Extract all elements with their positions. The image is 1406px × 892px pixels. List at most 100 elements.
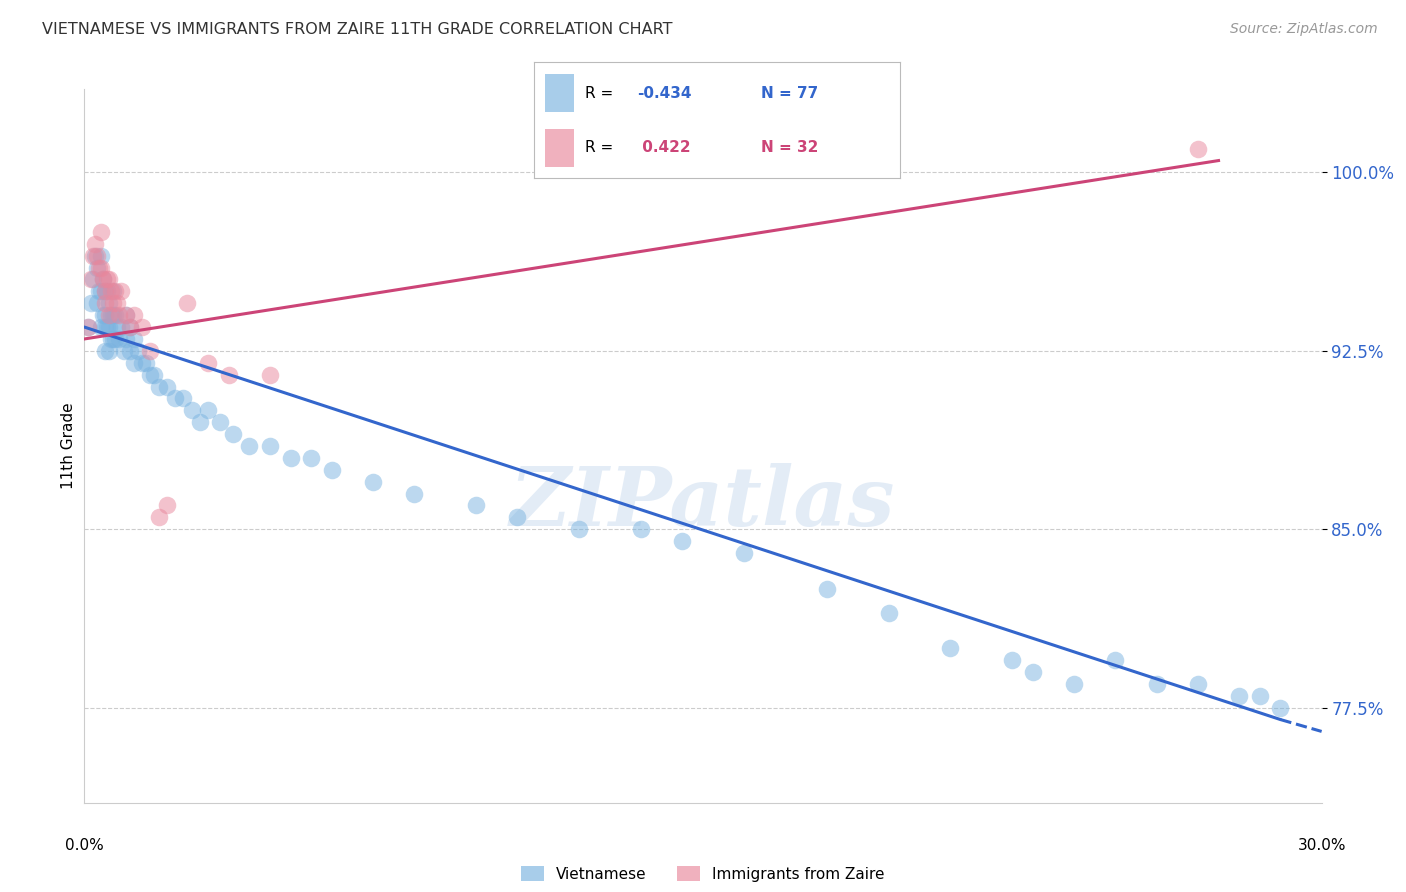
- Point: [180, 403, 202, 417]
- Point: [465, 499, 488, 513]
- Point: [1187, 677, 1209, 691]
- Point: [122, 356, 145, 370]
- Point: [94, 343, 117, 358]
- Point: [77, 320, 100, 334]
- Point: [83, 249, 105, 263]
- Point: [222, 427, 245, 442]
- Point: [148, 510, 170, 524]
- Point: [1104, 653, 1126, 667]
- Point: [77, 320, 100, 334]
- Point: [1146, 677, 1168, 691]
- Point: [321, 463, 343, 477]
- Point: [103, 296, 125, 310]
- Text: Source: ZipAtlas.com: Source: ZipAtlas.com: [1230, 22, 1378, 37]
- Point: [103, 332, 125, 346]
- Point: [96, 320, 118, 334]
- Point: [100, 332, 122, 346]
- Point: [165, 392, 187, 406]
- Point: [1249, 689, 1271, 703]
- Point: [568, 522, 591, 536]
- Point: [98, 320, 121, 334]
- Point: [90, 260, 112, 275]
- Point: [671, 534, 693, 549]
- Y-axis label: 11th Grade: 11th Grade: [60, 402, 76, 490]
- Point: [104, 285, 127, 299]
- Point: [361, 475, 384, 489]
- Point: [98, 296, 121, 310]
- Point: [91, 272, 114, 286]
- Text: 30.0%: 30.0%: [1298, 838, 1346, 854]
- Point: [90, 225, 112, 239]
- Point: [259, 439, 281, 453]
- Point: [299, 450, 322, 465]
- Point: [96, 285, 118, 299]
- Point: [143, 368, 166, 382]
- Point: [630, 522, 652, 536]
- Bar: [546, 128, 575, 167]
- Point: [1063, 677, 1085, 691]
- Point: [172, 392, 194, 406]
- Point: [877, 606, 900, 620]
- Point: [139, 343, 162, 358]
- Point: [105, 296, 128, 310]
- Point: [91, 308, 114, 322]
- Point: [86, 260, 108, 275]
- Text: R =: R =: [585, 140, 619, 155]
- Point: [1187, 142, 1209, 156]
- Point: [90, 285, 112, 299]
- Point: [118, 343, 141, 358]
- Point: [197, 356, 219, 370]
- Point: [156, 499, 179, 513]
- Point: [114, 308, 136, 322]
- Point: [156, 379, 179, 393]
- Point: [103, 285, 125, 299]
- Point: [90, 249, 112, 263]
- Point: [110, 285, 132, 299]
- Point: [1001, 653, 1024, 667]
- Legend: Vietnamese, Immigrants from Zaire: Vietnamese, Immigrants from Zaire: [515, 860, 891, 888]
- Text: N = 77: N = 77: [761, 86, 818, 101]
- Point: [122, 332, 145, 346]
- Point: [86, 249, 108, 263]
- Point: [238, 439, 260, 453]
- Point: [79, 296, 101, 310]
- Point: [110, 320, 132, 334]
- Point: [87, 260, 110, 275]
- Point: [103, 308, 125, 322]
- Point: [96, 272, 118, 286]
- Text: N = 32: N = 32: [761, 140, 818, 155]
- Point: [98, 343, 121, 358]
- Point: [90, 320, 112, 334]
- Point: [112, 343, 135, 358]
- Point: [135, 356, 157, 370]
- Point: [108, 308, 131, 322]
- Bar: [546, 74, 575, 112]
- Point: [108, 332, 131, 346]
- Point: [118, 320, 141, 334]
- Point: [176, 296, 198, 310]
- Point: [114, 332, 136, 346]
- Point: [83, 236, 105, 251]
- Text: -0.434: -0.434: [637, 86, 692, 101]
- Point: [104, 332, 127, 346]
- Point: [197, 403, 219, 417]
- Point: [122, 308, 145, 322]
- Point: [86, 296, 108, 310]
- Point: [94, 320, 117, 334]
- Point: [733, 546, 755, 560]
- Point: [131, 356, 153, 370]
- Text: R =: R =: [585, 86, 619, 101]
- Point: [79, 272, 101, 286]
- Point: [100, 308, 122, 322]
- Point: [94, 285, 117, 299]
- Text: ZIPatlas: ZIPatlas: [510, 463, 896, 543]
- Point: [139, 368, 162, 382]
- Point: [98, 308, 121, 322]
- Point: [1227, 689, 1250, 703]
- Point: [91, 272, 114, 286]
- Point: [148, 379, 170, 393]
- Point: [506, 510, 529, 524]
- Point: [259, 368, 281, 382]
- Text: VIETNAMESE VS IMMIGRANTS FROM ZAIRE 11TH GRADE CORRELATION CHART: VIETNAMESE VS IMMIGRANTS FROM ZAIRE 11TH…: [42, 22, 672, 37]
- Text: 0.422: 0.422: [637, 140, 690, 155]
